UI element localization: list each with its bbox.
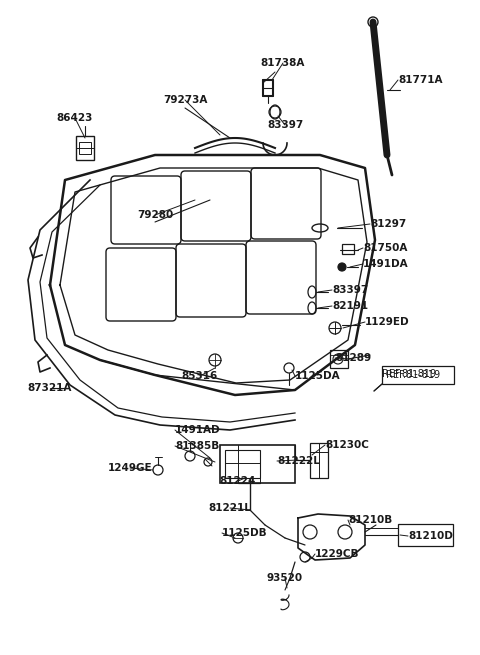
Bar (76, 136, 94, 160)
Bar (220, 445, 295, 483)
Text: REF.81-819: REF.81-819 (382, 369, 436, 379)
Text: 81210D: 81210D (408, 531, 453, 541)
Bar (398, 524, 453, 546)
Text: 1491DA: 1491DA (363, 259, 408, 269)
Text: 81289: 81289 (335, 353, 371, 363)
Text: 85316: 85316 (182, 371, 218, 381)
Bar (382, 366, 454, 384)
Text: 81750A: 81750A (363, 243, 408, 253)
Text: 83397: 83397 (332, 285, 368, 295)
Text: 93520: 93520 (267, 573, 303, 583)
Text: 83397: 83397 (267, 120, 303, 130)
Text: 87321A: 87321A (28, 383, 72, 393)
Text: 1249GE: 1249GE (108, 463, 152, 473)
Text: 81224: 81224 (220, 476, 256, 486)
Text: 82191: 82191 (332, 301, 368, 311)
Text: 81222L: 81222L (277, 456, 320, 466)
Text: 86423: 86423 (57, 113, 93, 123)
Text: REF.81-819: REF.81-819 (386, 370, 440, 380)
Text: 81210B: 81210B (348, 515, 392, 525)
Text: 81221L: 81221L (209, 503, 252, 513)
Text: 1125DA: 1125DA (295, 371, 341, 381)
Text: 1229CB: 1229CB (315, 549, 360, 559)
Bar (310, 443, 328, 478)
Text: 81385B: 81385B (175, 441, 219, 451)
Bar (330, 350, 348, 368)
Bar (225, 450, 260, 478)
Text: 81230C: 81230C (325, 440, 369, 450)
Circle shape (338, 263, 346, 271)
Text: 81738A: 81738A (261, 58, 305, 68)
Text: 1491AD: 1491AD (175, 425, 221, 435)
Text: 1125DB: 1125DB (222, 528, 268, 538)
Bar (342, 244, 354, 254)
Bar (79, 142, 91, 154)
Text: 81297: 81297 (370, 219, 406, 229)
Text: 79273A: 79273A (163, 95, 207, 105)
Text: 79280: 79280 (137, 210, 173, 220)
Text: 81771A: 81771A (398, 75, 443, 85)
Text: 1129ED: 1129ED (365, 317, 409, 327)
